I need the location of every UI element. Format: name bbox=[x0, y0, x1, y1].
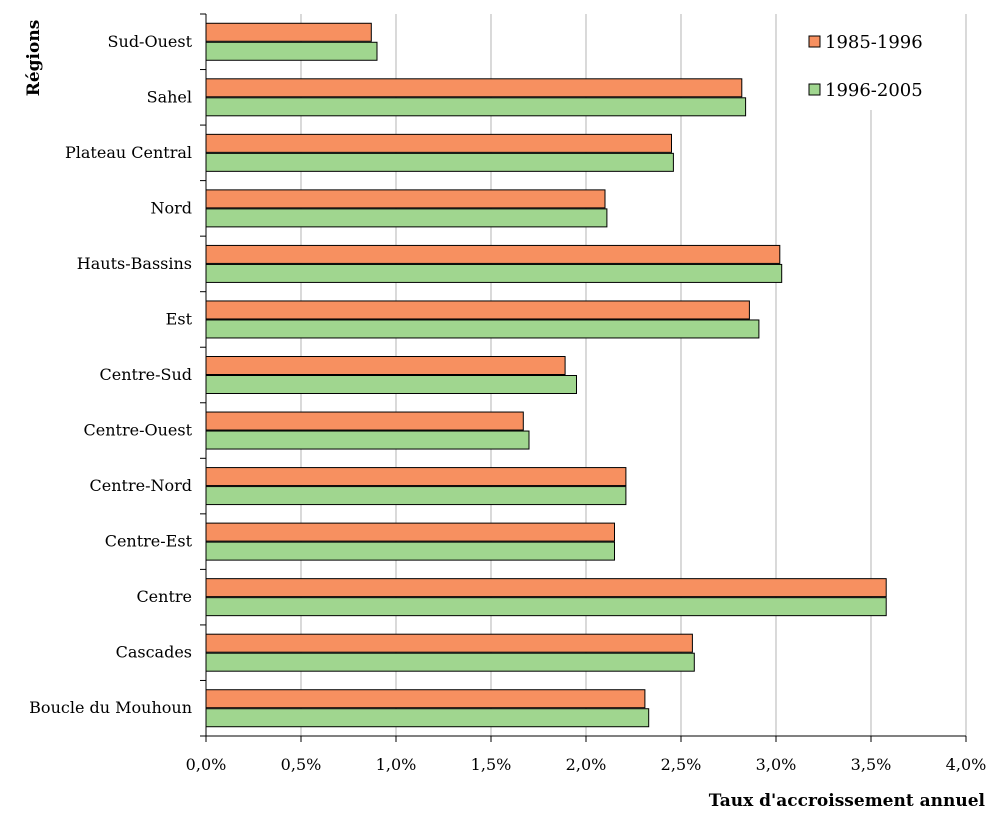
bar-centre-est-1985-1996 bbox=[205, 522, 615, 542]
bar-sud-ouest-1996-2005 bbox=[205, 41, 378, 61]
bar-centre-ouest-1985-1996 bbox=[205, 411, 524, 431]
y-tick-label-centre: Centre bbox=[136, 587, 192, 606]
y-tick-label-sud-ouest: Sud-Ouest bbox=[108, 32, 193, 51]
x-tick-label-3: 1,5% bbox=[471, 755, 512, 774]
y-tick-label-plateau-central: Plateau Central bbox=[65, 143, 192, 162]
y-tick-label-boucle-du-mouhoun: Boucle du Mouhoun bbox=[29, 698, 192, 717]
y-tick-label-centre-nord: Centre-Nord bbox=[90, 476, 193, 495]
bars bbox=[205, 22, 887, 728]
legend-swatch-1996-2005 bbox=[808, 83, 821, 96]
bar-sahel-1985-1996 bbox=[205, 78, 743, 98]
x-tick-label-4: 2,0% bbox=[566, 755, 607, 774]
x-tick-label-0: 0,0% bbox=[186, 755, 227, 774]
legend-background bbox=[800, 12, 960, 110]
y-axis-title: Régions bbox=[24, 20, 44, 97]
x-axis-ticks: 0,0% 0,5% 1,0% 1,5% 2,0% 2,5% 3,0% 3,5% 4,0% bbox=[186, 736, 987, 774]
y-tick-label-hauts-bassins: Hauts-Bassins bbox=[77, 254, 192, 273]
bar-sahel-1996-2005 bbox=[205, 97, 747, 117]
bar-est-1996-2005 bbox=[205, 319, 760, 339]
x-tick-label-5: 2,5% bbox=[661, 755, 702, 774]
bar-sud-ouest-1985-1996 bbox=[205, 22, 372, 42]
y-tick-label-centre-ouest: Centre-Ouest bbox=[84, 421, 193, 440]
bar-cascades-1996-2005 bbox=[205, 652, 695, 672]
bar-plateau-central-1985-1996 bbox=[205, 133, 672, 153]
bar-centre-1996-2005 bbox=[205, 597, 887, 617]
bar-nord-1985-1996 bbox=[205, 189, 606, 209]
bar-centre-ouest-1996-2005 bbox=[205, 430, 530, 450]
y-tick-label-centre-sud: Centre-Sud bbox=[100, 365, 192, 384]
bar-hauts-bassins-1985-1996 bbox=[205, 244, 781, 264]
y-tick-label-sahel: Sahel bbox=[147, 87, 192, 106]
bar-nord-1996-2005 bbox=[205, 208, 608, 228]
bar-centre-nord-1996-2005 bbox=[205, 486, 627, 506]
x-tick-label-1: 0,5% bbox=[281, 755, 322, 774]
bar-est-1985-1996 bbox=[205, 300, 750, 320]
x-tick-label-6: 3,0% bbox=[756, 755, 797, 774]
x-tick-label-8: 4,0% bbox=[946, 755, 987, 774]
y-tick-label-est: Est bbox=[166, 309, 193, 328]
legend-label-1996-2005: 1996-2005 bbox=[825, 80, 923, 101]
bar-centre-nord-1985-1996 bbox=[205, 467, 627, 487]
y-tick-label-cascades: Cascades bbox=[116, 643, 192, 662]
bar-centre-1985-1996 bbox=[205, 578, 887, 598]
y-tick-label-centre-est: Centre-Est bbox=[105, 532, 193, 551]
bar-centre-sud-1985-1996 bbox=[205, 356, 566, 375]
bar-boucle-du-mouhoun-1996-2005 bbox=[205, 708, 650, 728]
legend-label-1985-1996: 1985-1996 bbox=[825, 32, 923, 53]
bar-cascades-1985-1996 bbox=[205, 633, 693, 653]
legend: 1985-1996 1996-2005 bbox=[800, 12, 960, 110]
bar-centre-est-1996-2005 bbox=[205, 541, 615, 561]
bar-boucle-du-mouhoun-1985-1996 bbox=[205, 689, 646, 709]
y-tick-label-nord: Nord bbox=[150, 198, 192, 217]
bar-plateau-central-1996-2005 bbox=[205, 152, 674, 172]
bar-hauts-bassins-1996-2005 bbox=[205, 263, 783, 283]
bar-centre-sud-1996-2005 bbox=[205, 375, 577, 394]
x-tick-label-2: 1,0% bbox=[376, 755, 417, 774]
legend-swatch-1985-1996 bbox=[808, 35, 821, 48]
x-axis-title: Taux d'accroissement annuel bbox=[709, 791, 986, 811]
y-axis-ticks: Sud-Ouest Sahel Plateau Central Nord Hauts-B… bbox=[29, 13, 206, 737]
x-tick-label-7: 3,5% bbox=[851, 755, 892, 774]
